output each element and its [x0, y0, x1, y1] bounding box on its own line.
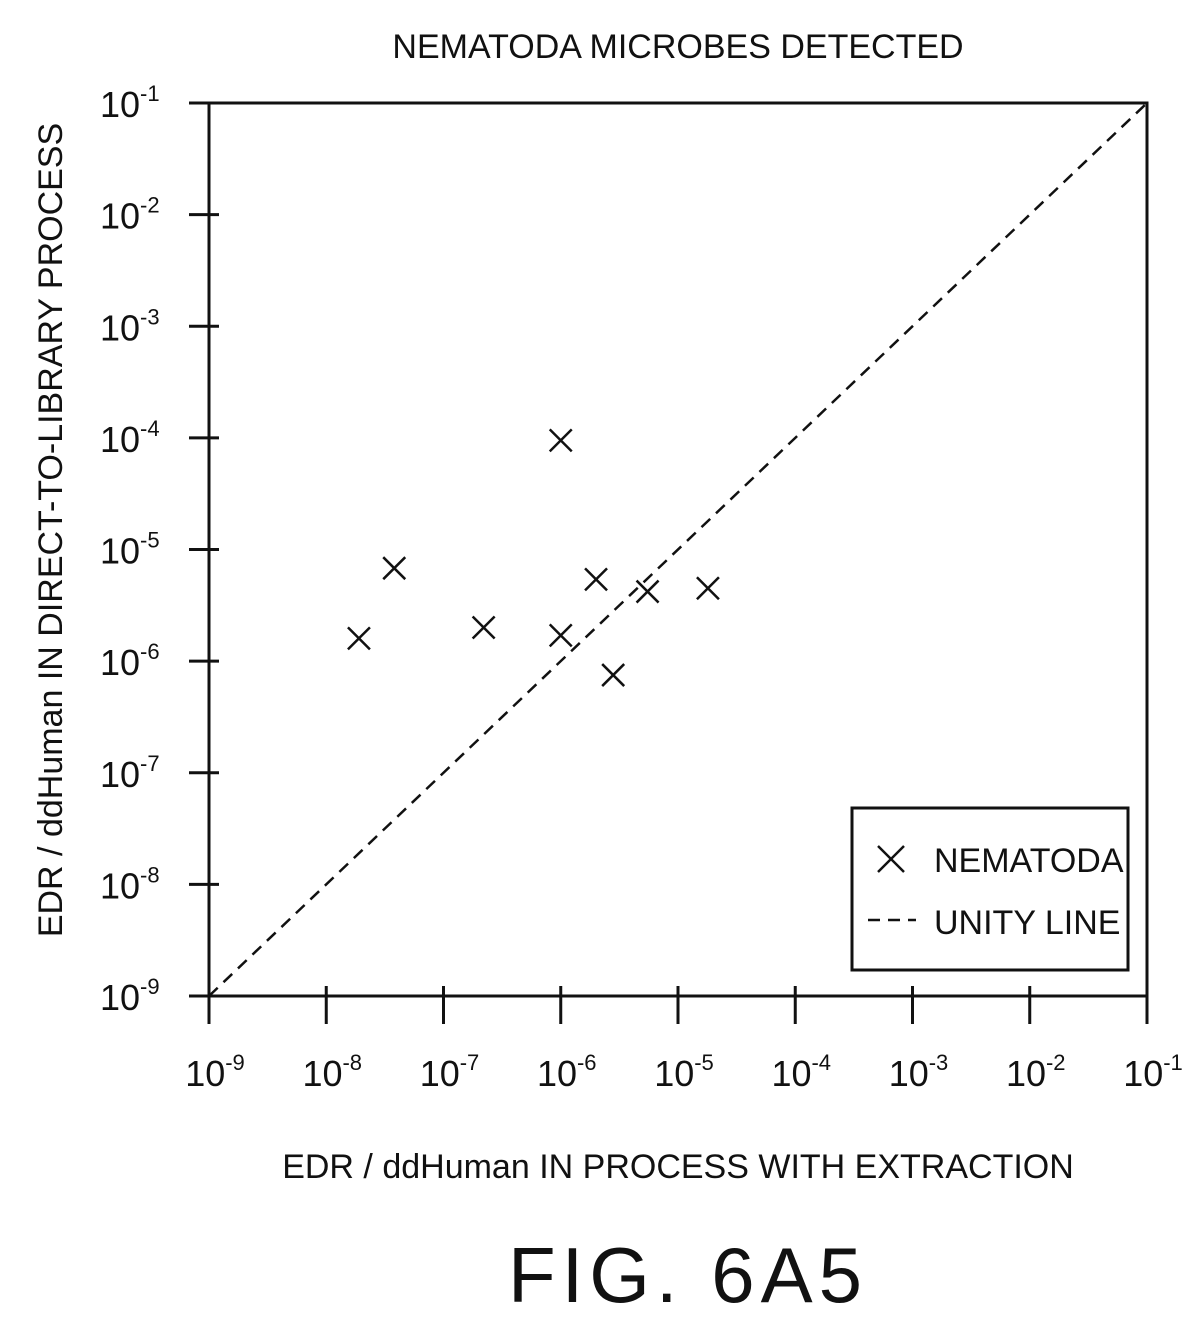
x-tick-label: 10-3 [889, 1050, 949, 1094]
data-point [635, 579, 660, 604]
data-point [548, 428, 573, 453]
legend-label-unity-line: UNITY LINE [934, 904, 1120, 942]
x-tick-label: 10-8 [302, 1050, 362, 1094]
legend: NEMATODA UNITY LINE [850, 806, 1130, 972]
data-point [347, 626, 371, 651]
data-point [471, 615, 496, 640]
x-tick-label: 10-6 [537, 1050, 597, 1094]
data-point [601, 663, 626, 687]
y-tick-label: 10-9 [100, 974, 160, 1018]
x-axis-title: EDR / ddHuman IN PROCESS WITH EXTRACTION [282, 1148, 1074, 1186]
nematoda-points [347, 428, 720, 687]
data-point [584, 567, 608, 592]
x-tick-label: 10-5 [654, 1050, 714, 1094]
x-axis-ticks: 10-9 10-8 10-7 10-6 10-5 10-4 10-3 10-2 10-1 [185, 986, 1183, 1094]
y-tick-label: 10-8 [100, 862, 160, 906]
y-tick-label: 10-3 [100, 304, 160, 348]
legend-marker-nematoda [877, 845, 905, 873]
y-tick-label: 10-6 [100, 639, 160, 683]
plot-area: 10-9 10-8 10-7 10-6 10-5 10-4 10-3 10-2 10-1 10-… [100, 81, 1183, 1094]
x-tick-label: 10-2 [1006, 1050, 1066, 1094]
figure-label: FIG. 6A5 [508, 1231, 868, 1319]
x-tick-label: 10-7 [420, 1050, 480, 1094]
legend-label-nematoda: NEMATODA [934, 842, 1124, 880]
y-tick-label: 10-4 [100, 416, 160, 460]
y-tick-label: 10-7 [100, 751, 160, 795]
x-tick-label: 10-9 [185, 1050, 245, 1094]
y-tick-label: 10-5 [100, 528, 160, 572]
chart-title: NEMATODA MICROBES DETECTED [392, 28, 963, 66]
x-tick-label: 10-4 [771, 1050, 831, 1094]
y-tick-label: 10-1 [100, 81, 160, 125]
unity-line [208, 102, 1148, 997]
data-point [382, 556, 407, 581]
data-point [548, 623, 573, 648]
x-tick-label: 10-1 [1123, 1050, 1183, 1094]
y-axis-title: EDR / ddHuman IN DIRECT-TO-LIBRARY PROCE… [32, 123, 70, 937]
legend-box [850, 806, 1130, 972]
y-axis-ticks: 10-1 10-2 10-3 10-4 10-5 10-6 10-7 10-8 10-9 [100, 81, 219, 1018]
data-point [696, 576, 720, 601]
y-tick-label: 10-2 [100, 193, 160, 237]
